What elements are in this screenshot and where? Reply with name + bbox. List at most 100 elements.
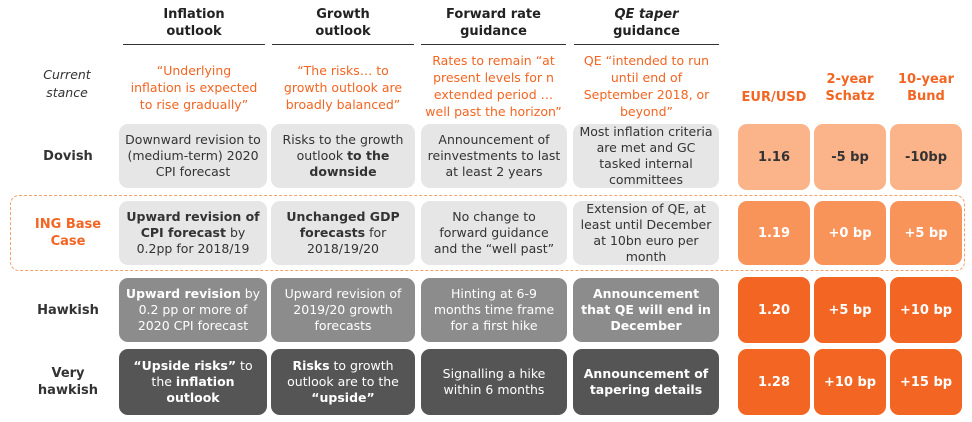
value-text: +0 bp	[828, 225, 872, 241]
value-text: +10 bp	[899, 302, 953, 318]
value-text: +10 bp	[823, 374, 877, 390]
row-label-base-l1: ING Base	[34, 217, 102, 232]
row-label-dovish-text: Dovish	[43, 148, 93, 164]
quote-line: QE “intended to run	[583, 53, 710, 68]
cell-text-bold: Upward revision of CPI forecast	[126, 209, 260, 240]
cell-text-regular: by 0.2 pp or more of 2020 CPI forecast	[137, 286, 261, 333]
dovish-qe-cell: Most inflation criteria are met and GC t…	[573, 124, 719, 188]
value-text: 1.20	[757, 302, 791, 318]
cell-text-bold: Upward revision	[125, 286, 241, 301]
base-eurusd-value: 1.19	[738, 201, 810, 265]
cell-text: “Upside risks” to the inflation outlook	[125, 358, 261, 406]
hawkish-schatz-value: +5 bp	[814, 277, 886, 343]
base-forward-cell: No change to forward guidance and the “w…	[421, 201, 567, 265]
cell-text: Announcement of reinvestments to last at…	[427, 132, 561, 179]
quote-line: Rates to remain “at	[432, 53, 555, 68]
cell-text-bold: to the downside	[309, 148, 390, 179]
row-label-very-hawkish: Very hawkish	[18, 349, 118, 415]
row-label-base-case: ING Base Case	[18, 201, 118, 265]
very-hawkish-inflation-cell: “Upside risks” to the inflation outlook	[119, 349, 267, 415]
quote-line: extended period …	[433, 87, 554, 102]
market-header-eurusd-label: EUR/USD	[741, 90, 807, 105]
current-qe-quote: QE “intended to run until end of Septemb…	[570, 52, 723, 120]
cell-text: Risks to the growth outlook to the downs…	[277, 132, 409, 180]
current-forward-quote: Rates to remain “at present levels for n…	[417, 52, 570, 120]
dovish-eurusd-value: 1.16	[738, 124, 810, 190]
market-header-bund-l2: Bund	[907, 89, 945, 104]
very-hawkish-qe-cell: Announcement of tapering details	[573, 349, 719, 415]
market-header-bund-l1: 10-year	[898, 72, 954, 87]
row-label-dovish: Dovish	[18, 124, 118, 188]
value-text: +5 bp	[904, 225, 948, 241]
quote-line: broadly balanced”	[285, 97, 401, 112]
cell-text-bold: Announcement that QE will end in Decembe…	[581, 286, 711, 333]
cell-text: Extension of QE, at least until December…	[580, 201, 712, 264]
dovish-forward-cell: Announcement of reinvestments to last at…	[421, 124, 567, 188]
base-bund-value: +5 bp	[890, 201, 962, 265]
cell-text-regular: for 2018/19/20	[306, 225, 387, 256]
header-inflation-line1: Inflation	[163, 7, 225, 22]
value-text: 1.28	[757, 374, 791, 390]
quote-line: present levels for n	[433, 70, 554, 85]
hawkish-bund-value: +10 bp	[890, 277, 962, 343]
value-text: +5 bp	[828, 302, 872, 318]
very-hawkish-schatz-value: +10 bp	[814, 349, 886, 415]
base-growth-cell: Unchanged GDP forecasts for 2018/19/20	[271, 201, 415, 265]
header-growth-line2: outlook	[315, 24, 371, 39]
market-header-eurusd: EUR/USD	[738, 70, 810, 106]
cell-text: Upward revision of CPI forecast by 0.2pp…	[125, 209, 261, 257]
very-hawkish-bund-value: +15 bp	[890, 349, 962, 415]
header-forward-guidance: Forward rate guidance	[421, 6, 566, 40]
quote-line: inflation is expected	[130, 80, 258, 95]
cell-text: Signalling a hike within 6 months	[442, 366, 546, 397]
cell-text-regular: by 0.2pp for 2018/19	[136, 225, 250, 256]
cell-text: Most inflation criteria are met and GC t…	[579, 124, 713, 187]
quote-line: “The risks… to	[297, 63, 389, 78]
row-label-very-hawkish-l2: hawkish	[37, 383, 99, 398]
value-text: -5 bp	[831, 149, 869, 165]
header-rule-forward	[421, 44, 566, 45]
current-growth-quote: “The risks… to growth outlook are broadl…	[268, 62, 418, 113]
header-inflation-line2: outlook	[166, 24, 222, 39]
row-label-base-l2: Case	[50, 234, 86, 249]
current-stance-label-l1: Current	[43, 67, 91, 82]
header-qe-taper: QE taper guidance	[574, 6, 719, 40]
market-header-schatz-l2: Schatz	[825, 89, 875, 104]
quote-line: well past the horizon”	[425, 104, 562, 119]
quote-line: to rise gradually”	[139, 97, 249, 112]
header-qe-line1: QE taper	[614, 7, 679, 22]
cell-text-bold: inflation outlook	[166, 374, 235, 405]
dovish-bund-value: -10bp	[890, 124, 962, 190]
dovish-inflation-cell: Downward revision to (medium-term) 2020 …	[119, 124, 267, 188]
cell-text: Risks to growth outlook are to the “upsi…	[277, 358, 409, 406]
cell-text: Downward revision to (medium-term) 2020 …	[125, 132, 261, 179]
market-header-bund: 10-year Bund	[890, 70, 962, 106]
header-forward-line2: guidance	[460, 24, 527, 39]
cell-text: Hinting at 6-9 months time frame for a f…	[433, 286, 555, 333]
quote-line: “Underlying	[156, 63, 232, 78]
market-header-schatz-l1: 2-year	[826, 72, 874, 87]
base-qe-cell: Extension of QE, at least until December…	[573, 201, 719, 265]
current-stance-label: Current stance	[22, 66, 112, 102]
cell-text-bold: Risks	[292, 358, 330, 373]
cell-text-regular: Risks to the growth outlook	[282, 132, 404, 163]
very-hawkish-growth-cell: Risks to growth outlook are to the “upsi…	[271, 349, 415, 415]
cell-text: Upward revision of 2019/20 growth foreca…	[284, 286, 402, 333]
base-case-highlight-box	[10, 195, 965, 271]
value-text: 1.19	[757, 225, 791, 241]
hawkish-eurusd-value: 1.20	[738, 277, 810, 343]
cell-text-regular: to growth outlook are to the	[287, 358, 399, 389]
quote-line: September 2018, or	[583, 87, 710, 102]
cell-text-bold: “Upside risks”	[133, 358, 237, 373]
cell-text-bold: “upside”	[311, 390, 375, 405]
header-forward-line1: Forward rate	[446, 7, 541, 22]
current-stance-label-l2: stance	[46, 85, 88, 100]
cell-text-regular: to the	[151, 358, 253, 389]
row-label-hawkish: Hawkish	[18, 278, 118, 342]
very-hawkish-eurusd-value: 1.28	[738, 349, 810, 415]
hawkish-growth-cell: Upward revision of 2019/20 growth foreca…	[271, 278, 415, 342]
base-schatz-value: +0 bp	[814, 201, 886, 265]
header-inflation-outlook: Inflation outlook	[123, 6, 265, 40]
header-rule-growth	[272, 44, 414, 45]
quote-line: growth outlook are	[283, 80, 403, 95]
